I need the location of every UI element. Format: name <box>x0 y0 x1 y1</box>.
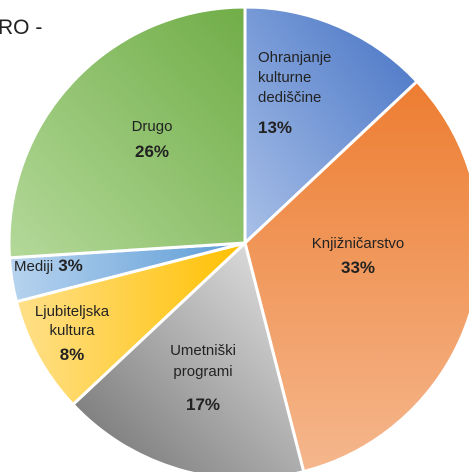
label-line: Umetniški <box>170 342 236 359</box>
slice-label: Ohranjanje kulturne dediščine <box>258 49 331 106</box>
chart-title: RO - <box>0 16 42 39</box>
slice-value: 26% <box>135 142 169 161</box>
slice-value: 3% <box>58 256 83 275</box>
slice-value: 33% <box>341 258 375 277</box>
label-line: Ohranjanje <box>258 49 331 66</box>
slice-value: 13% <box>258 118 292 137</box>
pie <box>7 5 469 472</box>
pie-slice <box>243 5 420 247</box>
slice-label: Mediji 3% <box>14 256 83 275</box>
slice-label: Knjižničarstvo <box>312 235 405 252</box>
slice-label: Ljubiteljska kultura <box>35 303 110 339</box>
slice-value: 8% <box>60 345 85 364</box>
label-line: programi <box>173 363 232 380</box>
pie-slice <box>7 5 247 260</box>
pie-slice <box>14 241 247 407</box>
pie-slice <box>243 79 469 472</box>
label-line: Ljubiteljska <box>35 303 110 320</box>
label-line: kultura <box>49 322 95 339</box>
slice-label: Drugo <box>132 118 173 135</box>
label-line: kulturne <box>258 69 311 86</box>
pie-slice <box>70 240 306 472</box>
slice-label: Umetniški programi <box>170 342 236 380</box>
label-line: dediščine <box>258 89 321 106</box>
slice-value: 17% <box>186 395 220 414</box>
